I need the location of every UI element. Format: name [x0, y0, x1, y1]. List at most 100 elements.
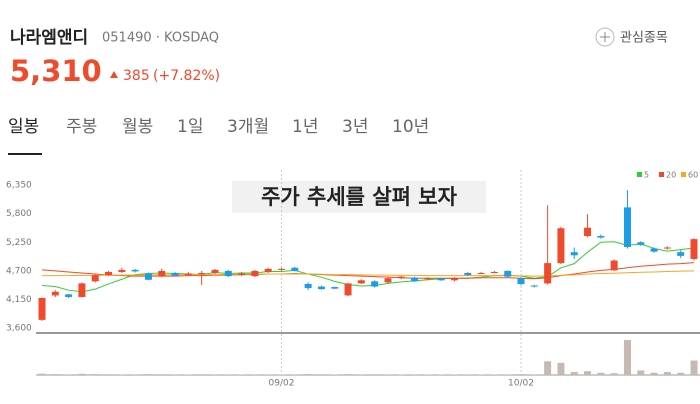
volume-bar	[584, 371, 591, 375]
volume-bar	[345, 374, 352, 375]
candle-body	[531, 286, 538, 287]
volume-bar	[651, 373, 658, 375]
legend-label: 20	[666, 171, 676, 180]
volume-bar	[544, 361, 551, 375]
candle-body	[198, 273, 205, 274]
candle-body	[398, 277, 405, 279]
change-pct: (+7.82%)	[153, 68, 220, 84]
x-tick-label: 09/02	[269, 379, 295, 389]
legend-swatch	[637, 172, 642, 177]
candle-body	[105, 272, 112, 275]
tab[interactable]: 일봉	[8, 117, 39, 137]
volume-bar	[211, 374, 218, 375]
volume-bar	[518, 374, 525, 375]
tab[interactable]: 1일	[177, 117, 203, 137]
volume-bar	[305, 374, 312, 375]
candle-body	[637, 242, 644, 245]
volume-bar	[92, 374, 99, 375]
legend-label: 5	[644, 171, 649, 180]
candle-body	[544, 263, 551, 283]
candle-body	[185, 274, 192, 276]
tab[interactable]: 주봉	[66, 117, 97, 137]
volume-bar	[411, 374, 418, 375]
candle-body	[65, 294, 72, 297]
candle-body	[211, 270, 218, 273]
moving-average	[42, 242, 694, 292]
legend-swatch	[681, 172, 686, 177]
volume-bar	[464, 374, 471, 375]
candle-body	[584, 228, 591, 236]
volume-bar	[624, 340, 631, 375]
tab[interactable]: 10년	[392, 117, 429, 137]
candle-body	[438, 278, 445, 280]
volume-bar	[504, 374, 511, 375]
volume-bar	[611, 373, 618, 375]
candle-body	[624, 207, 631, 247]
candle-body	[691, 239, 698, 259]
tab[interactable]: 월봉	[122, 117, 153, 137]
candle-body	[39, 298, 46, 320]
volume-bar	[118, 374, 125, 375]
candle-body	[345, 283, 352, 295]
y-tick-label: 5,250	[6, 238, 32, 248]
change: 385	[123, 68, 150, 84]
volume-bar	[291, 374, 298, 375]
volume-bar	[557, 363, 564, 375]
candle-body	[597, 236, 604, 238]
candle-body	[358, 280, 365, 283]
volume-bar	[358, 374, 365, 375]
volume-bar	[198, 374, 205, 375]
candle-body	[371, 281, 378, 286]
candle-body	[611, 261, 618, 271]
watch-button[interactable]: 관심종목	[596, 28, 668, 46]
volume-bar	[225, 374, 232, 375]
candle-body	[318, 287, 325, 290]
candle-body	[491, 272, 498, 273]
candle-body	[52, 292, 59, 296]
y-tick-label: 4,150	[6, 295, 32, 305]
candle-body	[158, 271, 165, 276]
volume-bar	[571, 372, 578, 375]
candle-body	[504, 271, 511, 277]
volume-bar	[677, 373, 684, 375]
volume-bar	[637, 370, 644, 375]
tab[interactable]: 3개월	[227, 117, 269, 137]
candle-body	[557, 228, 564, 263]
candle-body	[664, 247, 671, 248]
moving-average	[42, 263, 694, 279]
price: 5,310	[10, 54, 102, 88]
up-arrow	[110, 71, 118, 78]
candle-body	[132, 270, 139, 272]
candle-body	[424, 278, 431, 279]
volume-bar	[318, 374, 325, 375]
candle-body	[265, 269, 272, 272]
chart-title: 주가 추세를 살펴 보자	[261, 185, 457, 209]
volume-bar	[384, 374, 391, 375]
candle-body	[464, 273, 471, 275]
candle-body	[172, 273, 179, 276]
candle-body	[518, 278, 525, 284]
volume-bar	[52, 374, 59, 375]
volume-bar	[664, 372, 671, 375]
candle-body	[92, 275, 99, 281]
candle-body	[384, 278, 391, 282]
candle-body	[238, 274, 245, 276]
volume-bar	[145, 374, 152, 375]
candle-body	[145, 274, 152, 280]
candle-body	[331, 287, 338, 289]
candle-body	[225, 271, 232, 276]
volume-bar	[39, 374, 46, 375]
volume-bar	[597, 373, 604, 375]
volume-bar	[78, 374, 85, 375]
tab[interactable]: 3년	[342, 117, 368, 137]
tab[interactable]: 1년	[292, 117, 318, 137]
volume-bar	[691, 361, 698, 375]
volume-bar	[251, 374, 258, 375]
volume-bar	[371, 374, 378, 375]
candle-body	[291, 268, 298, 271]
candle-body	[478, 273, 485, 274]
candle-body	[251, 271, 258, 276]
x-tick-label: 10/02	[508, 379, 534, 389]
y-tick-label: 6,350	[6, 180, 32, 190]
